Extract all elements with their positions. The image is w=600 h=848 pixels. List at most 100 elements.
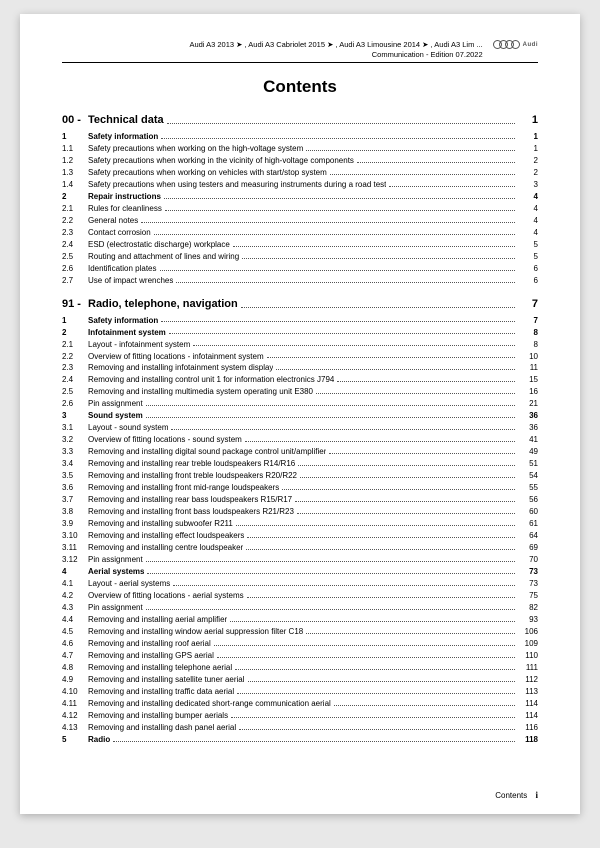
entry-page: 73 [518, 567, 538, 578]
entry-page: 61 [518, 519, 538, 530]
entry-page: 113 [518, 687, 538, 698]
entry-title: Removing and installing rear treble loud… [88, 459, 295, 470]
leader-dots [241, 307, 515, 308]
entry-title: Overview of fitting locations - infotain… [88, 352, 264, 363]
entry-number: 3 [62, 411, 88, 422]
entry-page: 55 [518, 483, 538, 494]
toc-section-head: 91 -Radio, telephone, navigation7 [62, 297, 538, 312]
entry-page: 93 [518, 615, 538, 626]
leader-dots [161, 321, 515, 322]
toc-entry: 2.4ESD (electrostatic discharge) workpla… [62, 240, 538, 251]
entry-page: 2 [518, 156, 538, 167]
entry-page: 5 [518, 240, 538, 251]
table-of-contents: 00 -Technical data11Safety information11… [62, 113, 538, 746]
entry-page: 82 [518, 603, 538, 614]
toc-entry: 2.3Removing and installing infotainment … [62, 363, 538, 374]
entry-title: Safety information [88, 316, 158, 327]
leader-dots [334, 705, 515, 706]
leader-dots [247, 537, 515, 538]
entry-number: 2.3 [62, 228, 88, 239]
toc-entry: 3.8Removing and installing front bass lo… [62, 507, 538, 518]
entry-title: Pin assignment [88, 603, 143, 614]
page: Audi A3 2013 ➤ , Audi A3 Cabriolet 2015 … [20, 14, 580, 814]
entry-title: Contact corrosion [88, 228, 151, 239]
entry-number: 2.6 [62, 399, 88, 410]
brand-logo: Audi [493, 40, 538, 49]
leader-dots [297, 513, 515, 514]
toc-entry: 2Repair instructions4 [62, 192, 538, 203]
entry-number: 4 [62, 567, 88, 578]
leader-dots [176, 282, 515, 283]
toc-entry: 2.1Layout - infotainment system8 [62, 340, 538, 351]
toc-entry: 3.1Layout - sound system36 [62, 423, 538, 434]
entry-page: 4 [518, 216, 538, 227]
leader-dots [295, 501, 515, 502]
toc-entry: 3.12Pin assignment70 [62, 555, 538, 566]
toc-entry: 3.2Overview of fitting locations - sound… [62, 435, 538, 446]
page-title: Contents [62, 77, 538, 97]
leader-dots [245, 441, 515, 442]
leader-dots [235, 669, 515, 670]
toc-entry: 1Safety information1 [62, 132, 538, 143]
entry-title: Removing and installing bumper aerials [88, 711, 228, 722]
leader-dots [316, 393, 515, 394]
entry-number: 4.3 [62, 603, 88, 614]
entry-title: Overview of fitting locations - sound sy… [88, 435, 242, 446]
entry-number: 3.7 [62, 495, 88, 506]
entry-page: 8 [518, 328, 538, 339]
leader-dots [164, 198, 515, 199]
toc-entry: 4.10Removing and installing traffic data… [62, 687, 538, 698]
leader-dots [306, 633, 515, 634]
entry-title: Removing and installing control unit 1 f… [88, 375, 334, 386]
entry-number: 2.4 [62, 240, 88, 251]
leader-dots [146, 405, 515, 406]
leader-dots [193, 345, 515, 346]
entry-title: Removing and installing telephone aerial [88, 663, 232, 674]
toc-entry: 2Infotainment system8 [62, 328, 538, 339]
brand-name: Audi [523, 42, 538, 48]
leader-dots [300, 477, 515, 478]
entry-number: 4.7 [62, 651, 88, 662]
section-page: 1 [518, 113, 538, 128]
entry-title: Removing and installing infotainment sys… [88, 363, 273, 374]
leader-dots [276, 369, 515, 370]
entry-number: 3.4 [62, 459, 88, 470]
leader-dots [169, 333, 515, 334]
entry-number: 2.6 [62, 264, 88, 275]
leader-dots [237, 693, 515, 694]
entry-number: 1 [62, 316, 88, 327]
toc-entry: 4.6Removing and installing roof aerial10… [62, 639, 538, 650]
toc-entry: 2.6Identification plates6 [62, 264, 538, 275]
toc-entry: 2.4Removing and installing control unit … [62, 375, 538, 386]
entry-number: 4.11 [62, 699, 88, 710]
leader-dots [146, 561, 515, 562]
toc-entry: 3.10Removing and installing effect louds… [62, 531, 538, 542]
entry-number: 1.2 [62, 156, 88, 167]
entry-title: Safety precautions when working on vehic… [88, 168, 327, 179]
entry-number: 2.2 [62, 352, 88, 363]
entry-page: 49 [518, 447, 538, 458]
leader-dots [389, 186, 515, 187]
entry-page: 106 [518, 627, 538, 638]
entry-number: 3.2 [62, 435, 88, 446]
section-page: 7 [518, 297, 538, 312]
leader-dots [147, 573, 515, 574]
leader-dots [141, 222, 515, 223]
entry-number: 3.8 [62, 507, 88, 518]
leader-dots [247, 597, 515, 598]
leader-dots [233, 246, 515, 247]
toc-entry: 3.3Removing and installing digital sound… [62, 447, 538, 458]
entry-page: 114 [518, 711, 538, 722]
entry-title: Removing and installing multimedia syste… [88, 387, 313, 398]
toc-entry: 1.2Safety precautions when working in th… [62, 156, 538, 167]
entry-number: 3.3 [62, 447, 88, 458]
entry-title: Layout - sound system [88, 423, 168, 434]
entry-number: 2 [62, 328, 88, 339]
leader-dots [236, 525, 515, 526]
entry-number: 3.11 [62, 543, 88, 554]
entry-title: General notes [88, 216, 138, 227]
entry-title: Removing and installing satellite tuner … [88, 675, 245, 686]
entry-title: ESD (electrostatic discharge) workplace [88, 240, 230, 251]
entry-number: 3.5 [62, 471, 88, 482]
entry-page: 36 [518, 411, 538, 422]
